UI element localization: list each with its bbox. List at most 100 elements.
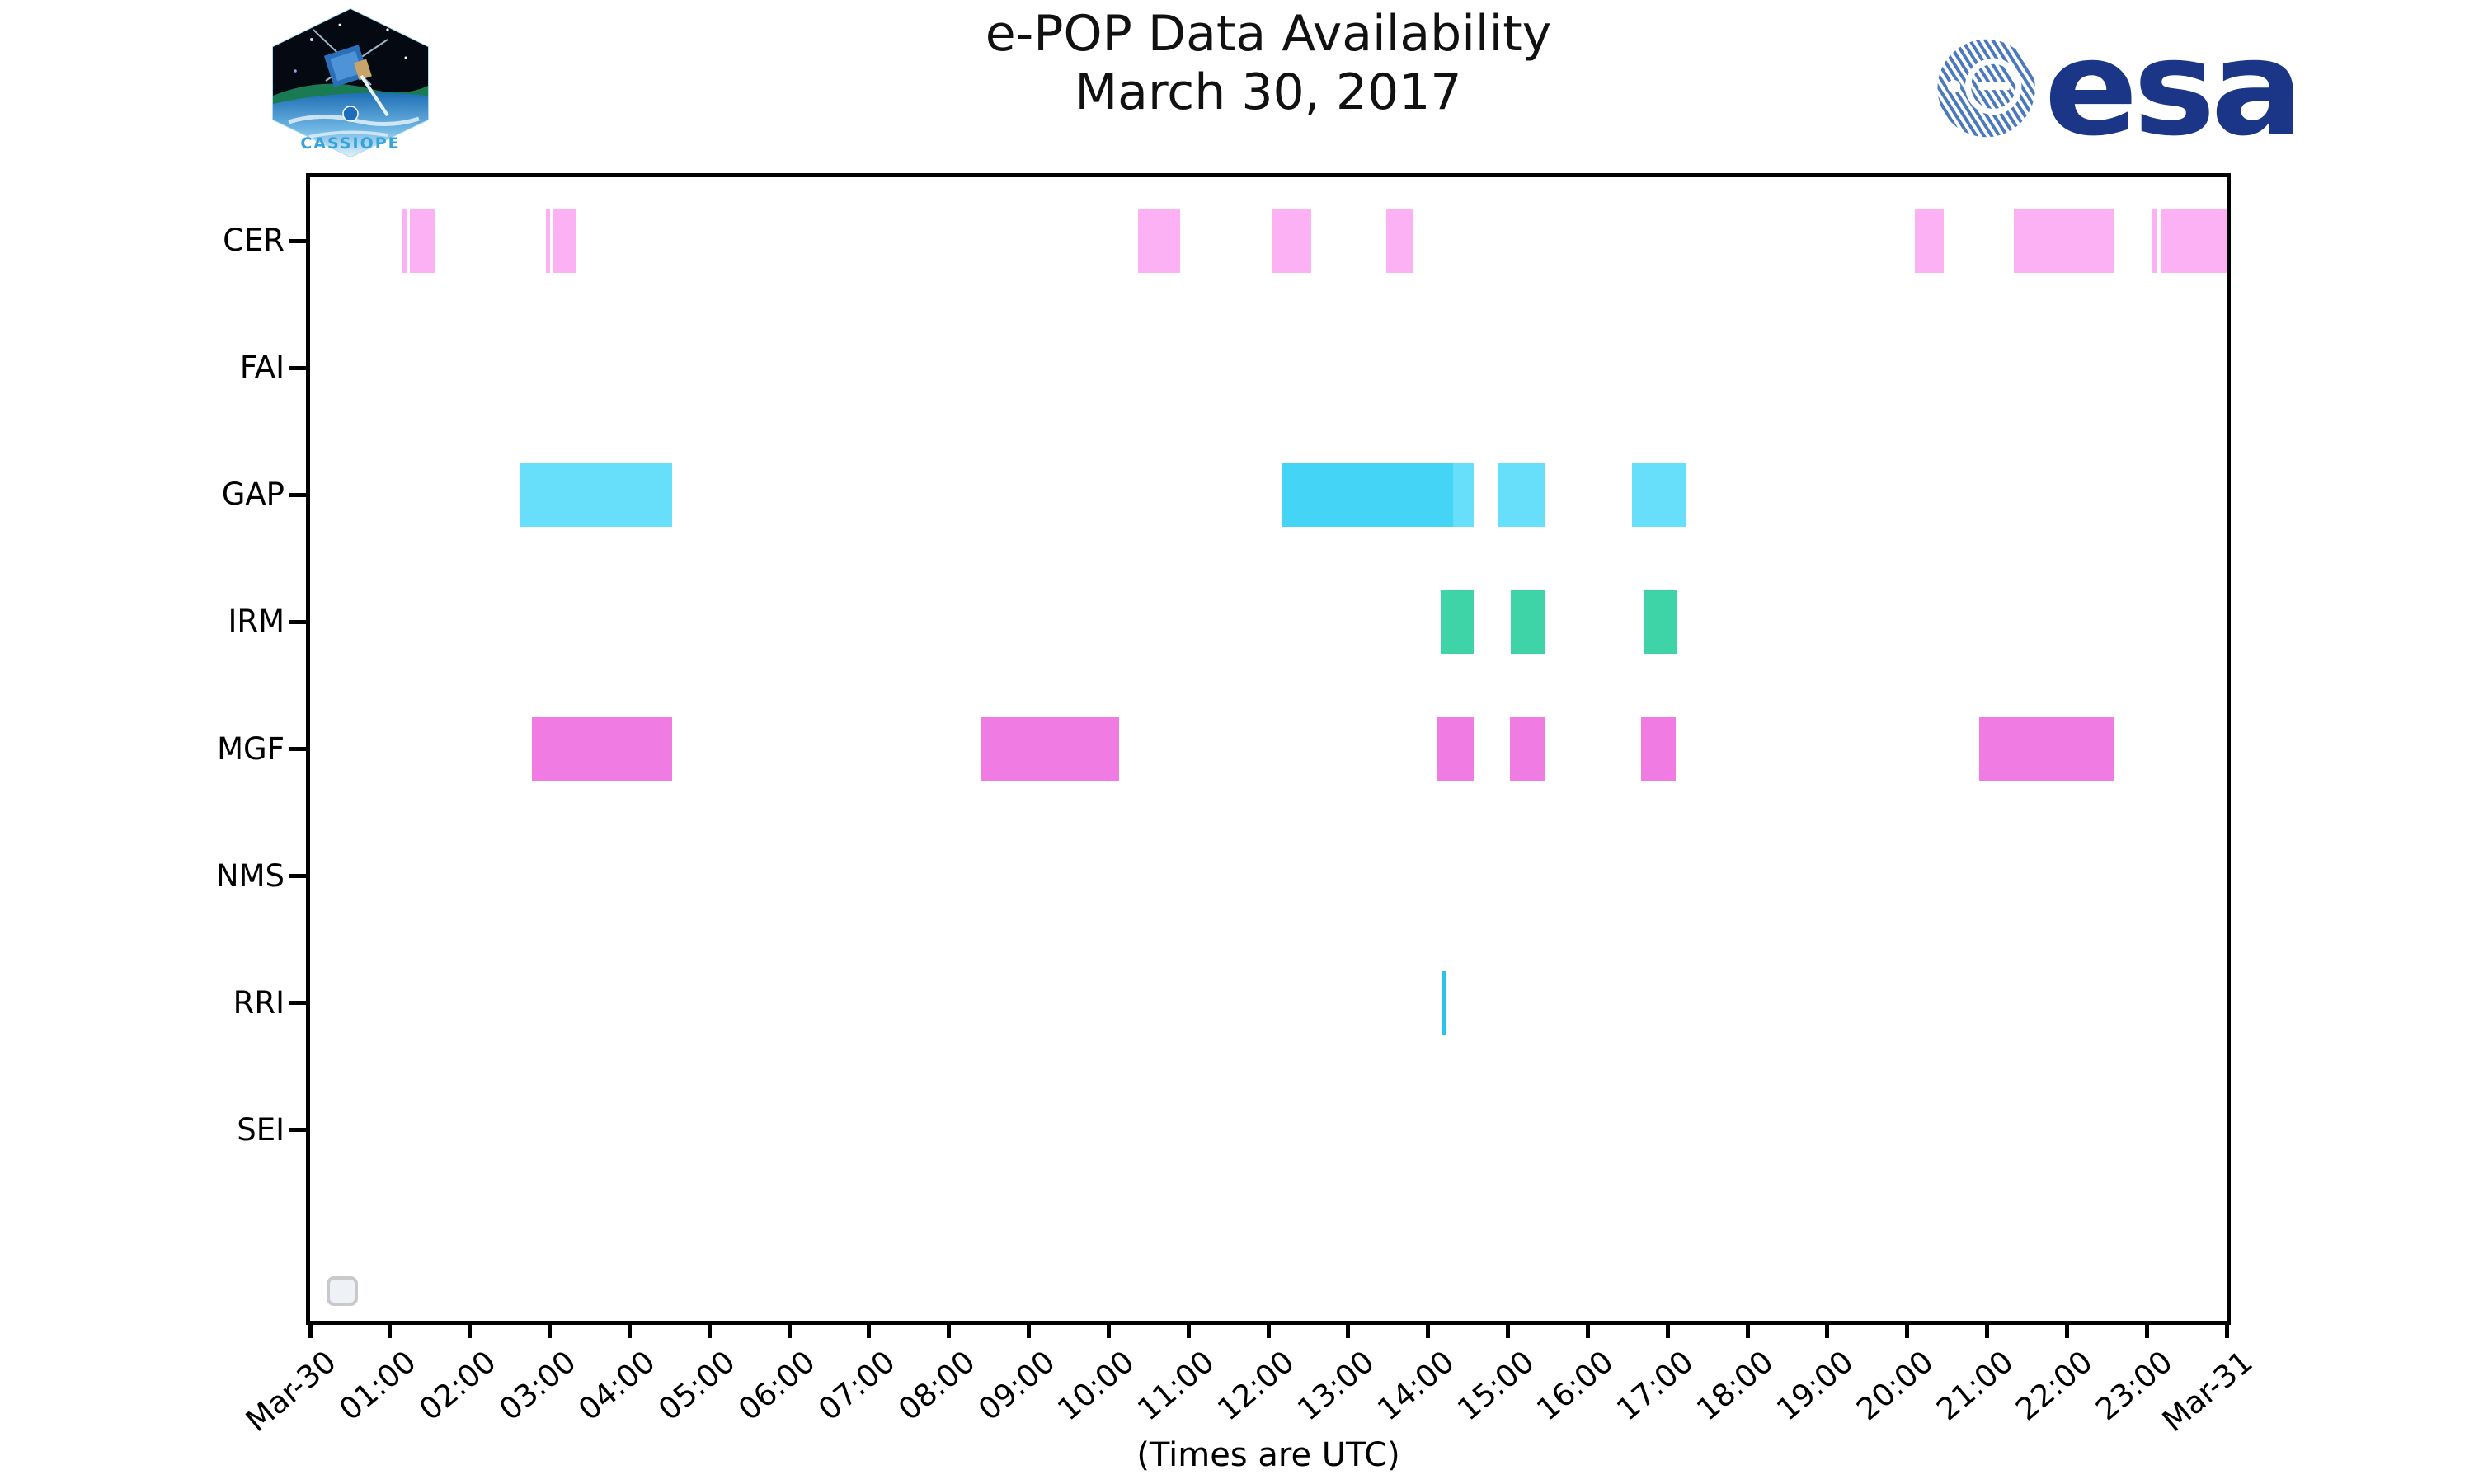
chart-title-line1: e-POP Data Availability <box>985 5 1552 63</box>
x-tick-label: 02:00 <box>412 1344 503 1428</box>
availability-bar-mgf <box>1641 717 1676 781</box>
availability-bar-cer <box>553 209 576 273</box>
esa-wordmark: esa <box>2044 11 2304 166</box>
x-tick-mark <box>627 1325 632 1338</box>
x-tick-mark <box>468 1325 473 1338</box>
x-tick-mark <box>1905 1325 1910 1338</box>
availability-bar-irm <box>1441 589 1474 654</box>
x-tick-label: 09:00 <box>971 1344 1062 1428</box>
x-tick-label: 22:00 <box>2009 1344 2100 1428</box>
x-axis-label: (Times are UTC) <box>1136 1436 1400 1474</box>
x-tick-mark <box>1426 1325 1431 1338</box>
esa-globe-icon <box>1937 39 2035 138</box>
x-tick-label: 03:00 <box>492 1344 583 1428</box>
y-tick-label-rri: RRI <box>233 984 285 1021</box>
x-tick-label: 20:00 <box>1849 1344 1940 1428</box>
plot-area <box>306 173 2231 1325</box>
x-tick-mark <box>867 1325 872 1338</box>
cassiope-patch-art: CASSIOPE <box>272 7 429 158</box>
x-tick-mark <box>2224 1325 2229 1338</box>
y-tick-mark <box>289 747 306 751</box>
availability-bar-gap <box>1452 463 1474 527</box>
x-tick-mark <box>1346 1325 1351 1338</box>
availability-bar-cer <box>545 209 551 273</box>
y-tick-mark <box>289 238 306 243</box>
x-tick-label: Mar-31 <box>2156 1344 2260 1439</box>
x-tick-label: 08:00 <box>891 1344 982 1428</box>
chart-title-line2: March 30, 2017 <box>1075 63 1462 121</box>
y-tick-mark <box>289 1001 306 1006</box>
y-tick-mark <box>289 874 306 879</box>
x-tick-mark <box>1985 1325 1989 1338</box>
availability-bar-cer <box>1915 209 1945 273</box>
availability-bar-gap <box>1282 463 1453 527</box>
x-tick-label: 07:00 <box>811 1344 902 1428</box>
availability-bar-gap <box>520 463 672 527</box>
x-tick-label: 10:00 <box>1051 1344 1141 1428</box>
availability-bar-cer <box>1138 209 1181 273</box>
y-tick-label-nms: NMS <box>215 857 285 894</box>
x-tick-mark <box>1585 1325 1590 1338</box>
esa-logo: esa <box>1936 11 2304 166</box>
x-tick-label: 19:00 <box>1770 1344 1860 1428</box>
x-tick-label: 17:00 <box>1610 1344 1700 1428</box>
x-tick-label: 21:00 <box>1929 1344 2020 1428</box>
availability-bar-mgf <box>981 717 1119 781</box>
y-tick-mark <box>289 1128 306 1133</box>
y-tick-label-irm: IRM <box>228 603 285 640</box>
rounded-corner-box <box>327 1276 358 1306</box>
x-tick-mark <box>388 1325 393 1338</box>
x-tick-label: 04:00 <box>571 1344 662 1428</box>
x-tick-mark <box>2064 1325 2069 1338</box>
x-tick-label: 06:00 <box>731 1344 822 1428</box>
y-tick-label-gap: GAP <box>221 477 285 513</box>
cassiope-patch-label: CASSIOPE <box>300 134 400 153</box>
x-tick-label: 13:00 <box>1291 1344 1381 1428</box>
x-tick-label: 12:00 <box>1211 1344 1301 1428</box>
availability-bar-mgf <box>1437 717 1474 781</box>
availability-bar-cer <box>1386 209 1413 273</box>
x-tick-label: 14:00 <box>1370 1344 1461 1428</box>
availability-bar-cer <box>410 209 436 273</box>
x-tick-label: 11:00 <box>1131 1344 1221 1428</box>
availability-bar-gap <box>1498 463 1545 527</box>
y-tick-label-cer: CER <box>223 223 285 259</box>
x-tick-mark <box>1266 1325 1271 1338</box>
x-tick-mark <box>1106 1325 1111 1338</box>
availability-bar-cer <box>402 209 408 273</box>
x-tick-label: 16:00 <box>1530 1344 1620 1428</box>
availability-bar-rri <box>1442 971 1446 1036</box>
availability-bar-irm <box>1511 589 1545 654</box>
availability-bar-mgf <box>1510 717 1545 781</box>
y-tick-label-mgf: MGF <box>217 730 285 767</box>
x-tick-mark <box>707 1325 712 1338</box>
y-tick-label-fai: FAI <box>239 350 285 386</box>
x-tick-mark <box>947 1325 952 1338</box>
availability-bar-cer <box>2014 209 2115 273</box>
availability-bar-mgf <box>532 717 672 781</box>
x-tick-mark <box>1825 1325 1830 1338</box>
x-tick-label: 01:00 <box>332 1344 423 1428</box>
x-tick-label: 18:00 <box>1690 1344 1780 1428</box>
availability-bar-gap <box>1631 463 1686 527</box>
x-tick-label: Mar-30 <box>239 1344 343 1439</box>
x-tick-label: 15:00 <box>1450 1344 1541 1428</box>
availability-bar-mgf <box>1978 717 2114 781</box>
x-tick-mark <box>2144 1325 2149 1338</box>
x-tick-mark <box>787 1325 792 1338</box>
cassiope-satellite-art <box>313 29 389 117</box>
availability-bar-cer <box>2151 209 2157 273</box>
availability-bar-cer <box>1272 209 1312 273</box>
y-tick-mark <box>289 492 306 497</box>
availability-bar-cer <box>2160 209 2227 273</box>
x-tick-mark <box>1506 1325 1510 1338</box>
x-tick-mark <box>1745 1325 1750 1338</box>
y-tick-mark <box>289 365 306 370</box>
x-tick-mark <box>548 1325 552 1338</box>
x-tick-mark <box>1665 1325 1670 1338</box>
availability-bar-irm <box>1644 589 1677 654</box>
x-tick-label: 05:00 <box>651 1344 742 1428</box>
chart-title: e-POP Data Availability March 30, 2017 <box>310 5 2227 122</box>
y-tick-mark <box>289 619 306 624</box>
x-tick-mark <box>1027 1325 1031 1338</box>
